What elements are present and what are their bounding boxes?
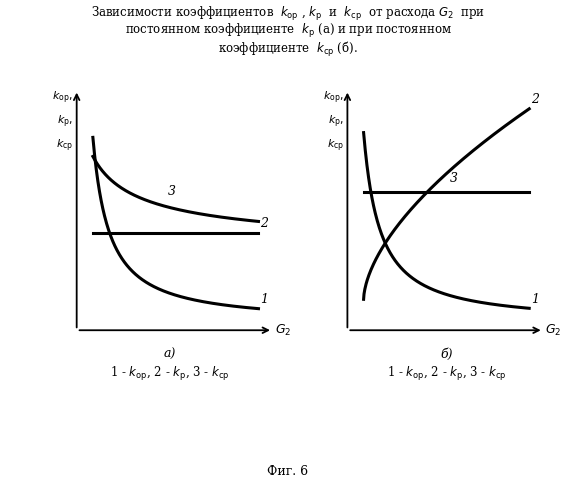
Text: 2: 2 — [260, 217, 268, 230]
Text: 2: 2 — [531, 94, 539, 106]
Text: $G_2$: $G_2$ — [545, 322, 562, 338]
Text: 1: 1 — [260, 294, 268, 306]
Text: 1 - $k_{\mathrm{op}}$, 2 - $k_{\mathrm{p}}$, 3 - $k_{\mathrm{cp}}$: 1 - $k_{\mathrm{op}}$, 2 - $k_{\mathrm{p… — [110, 365, 230, 383]
Text: а): а) — [164, 348, 176, 360]
Text: $G_2$: $G_2$ — [275, 322, 291, 338]
Text: 3: 3 — [168, 186, 176, 198]
Text: $k_{\mathrm{cp}}$: $k_{\mathrm{cp}}$ — [327, 138, 344, 154]
Text: коэффициенте  $k_{\mathrm{cp}}$ (б).: коэффициенте $k_{\mathrm{cp}}$ (б). — [218, 40, 358, 59]
Text: $k_{\mathrm{op}},$: $k_{\mathrm{op}},$ — [52, 90, 73, 106]
Text: $k_{\mathrm{p}},$: $k_{\mathrm{p}},$ — [57, 114, 73, 130]
Text: $k_{\mathrm{cp}}$: $k_{\mathrm{cp}}$ — [56, 138, 73, 154]
Text: 1: 1 — [531, 293, 539, 306]
Text: $k_{\mathrm{op}},$: $k_{\mathrm{op}},$ — [323, 90, 344, 106]
Text: 3: 3 — [450, 172, 458, 185]
Text: Фиг. 6: Фиг. 6 — [267, 465, 309, 478]
Text: Зависимости коэффициентов  $k_{\mathrm{op}}$ , $k_{\mathrm{p}}$  и  $k_{\mathrm{: Зависимости коэффициентов $k_{\mathrm{op… — [91, 5, 485, 23]
Text: постоянном коэффициенте  $k_{\mathrm{p}}$ (а) и при постоянном: постоянном коэффициенте $k_{\mathrm{p}}$… — [124, 22, 452, 40]
Text: $k_{\mathrm{p}},$: $k_{\mathrm{p}},$ — [328, 114, 344, 130]
Text: б): б) — [440, 348, 453, 360]
Text: 1 - $k_{\mathrm{op}}$, 2 - $k_{\mathrm{p}}$, 3 - $k_{\mathrm{cp}}$: 1 - $k_{\mathrm{op}}$, 2 - $k_{\mathrm{p… — [386, 365, 506, 383]
